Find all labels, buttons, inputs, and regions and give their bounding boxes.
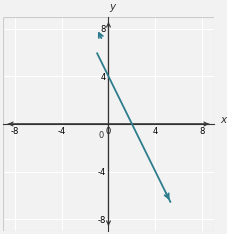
Text: x: x (219, 115, 225, 125)
Text: y: y (109, 2, 115, 12)
Text: 0: 0 (98, 131, 103, 140)
